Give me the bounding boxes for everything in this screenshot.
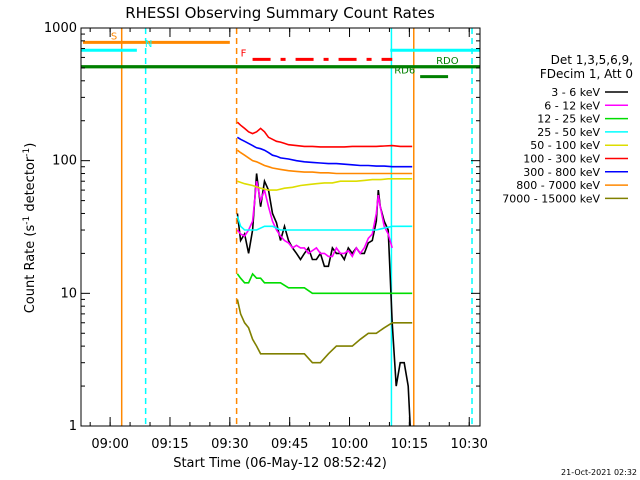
legend-label-1: 6 - 12 keV	[544, 99, 600, 112]
series-line-5	[236, 121, 413, 148]
y-tick-label-1: 10	[60, 286, 77, 301]
legend-label-5: 100 - 300 keV	[523, 153, 600, 166]
x-tick-label-3: 09:45	[271, 437, 308, 452]
x-tick-label-0: 09:00	[91, 437, 128, 452]
series-line-7	[236, 149, 413, 175]
series-line-4	[237, 178, 413, 191]
legend-label-8: 7000 - 15000 keV	[502, 192, 600, 205]
x-tick-label-1: 09:15	[151, 437, 188, 452]
state-label-3: F	[241, 48, 247, 59]
x-axis-ticks: 09:00 09:15 09:30 09:45 10:00 10:15 10:30	[89, 28, 488, 452]
y-axis-label: Count Rate (s-1 detector-1)	[22, 143, 38, 314]
legend-label-4: 50 - 100 keV	[530, 139, 600, 152]
legend-label-2: 12 - 25 keV	[537, 113, 600, 126]
series-line-2	[236, 272, 413, 295]
series-line-8	[236, 299, 413, 364]
plot-frame	[80, 27, 481, 427]
x-tick-label-2: 09:30	[211, 437, 248, 452]
y-tick-label-0: 1	[69, 419, 77, 434]
footer-date: 21-Oct-2021 02:32	[561, 468, 637, 477]
x-tick-label-5: 10:15	[391, 437, 428, 452]
legend: Det 1,3,5,6,9, FDecim 1, Att 0 3 - 6 keV…	[502, 53, 633, 205]
y-tick-label-2: 100	[52, 154, 77, 169]
state-label-0: S	[111, 31, 117, 42]
legend-label-3: 25 - 50 keV	[537, 126, 600, 139]
x-axis-label: Start Time (06-May-12 08:52:42)	[173, 456, 387, 471]
y-axis-label-sup2: -1	[22, 148, 32, 157]
y-axis-ticks: 1 10 100 1000	[44, 21, 480, 434]
legend-header-line-2: FDecim 1, Att 0	[540, 67, 633, 81]
legend-label-6: 300 - 800 keV	[523, 166, 600, 179]
x-tick-label-6: 10:30	[450, 437, 487, 452]
state-bars-group: S N F RDO RD6	[81, 31, 480, 79]
chart-title: RHESSI Observing Summary Count Rates	[125, 4, 435, 22]
series-line-1	[236, 181, 393, 258]
state-label-1: N	[145, 39, 152, 50]
state-label-5: RDO	[436, 56, 459, 67]
legend-label-0: 3 - 6 keV	[551, 86, 600, 99]
y-tick-label-3: 1000	[44, 21, 77, 36]
x-tick-label-4: 10:00	[331, 437, 368, 452]
series-group	[236, 121, 413, 427]
series-line-3	[236, 216, 413, 231]
legend-label-7: 800 - 7000 keV	[516, 179, 600, 192]
y-axis-label-sup1: -1	[22, 216, 32, 225]
y-axis-label-end: )	[23, 143, 38, 148]
y-axis-label-main: Count Rate (s	[23, 225, 38, 314]
y-axis-label-mid: detector	[23, 156, 38, 216]
series-line-6	[236, 136, 413, 168]
legend-header-line-1: Det 1,3,5,6,9,	[551, 53, 633, 67]
state-label-6: RD6	[394, 66, 415, 77]
